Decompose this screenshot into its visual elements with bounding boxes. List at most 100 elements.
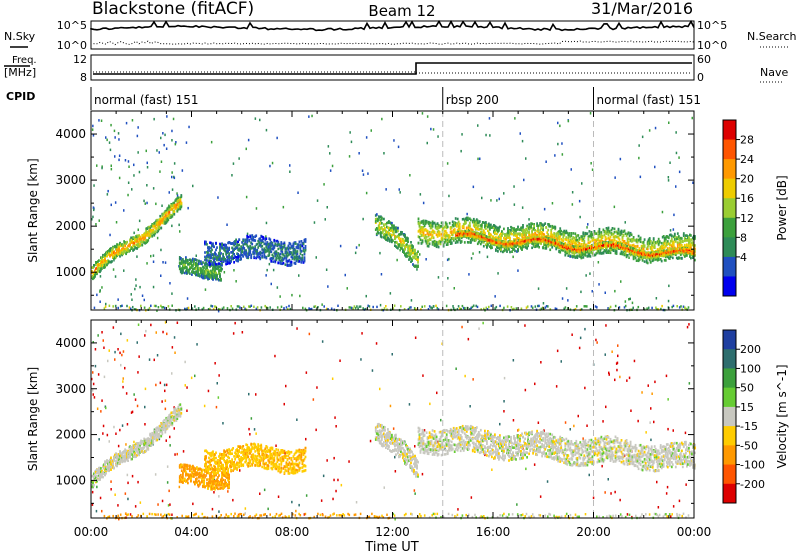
echo-cell bbox=[160, 221, 163, 224]
echo-cell bbox=[430, 226, 433, 229]
nsky-panel: 10^5 10^0 10^5 10^0 bbox=[57, 19, 727, 52]
echo-cell bbox=[443, 225, 446, 229]
echo-cell bbox=[235, 258, 237, 262]
echo-cell bbox=[647, 238, 650, 241]
scatter-cell bbox=[528, 218, 530, 221]
echo-cell bbox=[575, 237, 578, 240]
echo-cell bbox=[224, 247, 226, 250]
echo-cell bbox=[165, 219, 168, 222]
echo-cell bbox=[590, 231, 593, 235]
echo-cell bbox=[204, 262, 206, 266]
echo-cell bbox=[582, 256, 585, 259]
echo-cell bbox=[515, 232, 517, 235]
echo-cell bbox=[525, 237, 528, 240]
echo-cell bbox=[250, 237, 253, 241]
echo-cell bbox=[91, 266, 93, 269]
echo-cell bbox=[638, 248, 641, 251]
echo-cell bbox=[408, 258, 410, 261]
echo-cell bbox=[142, 240, 145, 243]
scatter-cell bbox=[590, 162, 592, 165]
echo-cell bbox=[141, 236, 144, 240]
scatter-cell bbox=[146, 262, 148, 265]
echo-cell bbox=[220, 258, 222, 261]
echo-cell bbox=[104, 253, 106, 257]
echo-cell bbox=[549, 243, 552, 247]
echo-cell bbox=[149, 227, 152, 230]
echo-cell bbox=[574, 250, 577, 254]
echo-cell bbox=[241, 247, 243, 250]
echo-cell bbox=[621, 252, 624, 256]
echo-cell bbox=[685, 234, 687, 237]
scatter-cell bbox=[130, 293, 132, 296]
nave-trace bbox=[93, 71, 692, 74]
scatter-cell bbox=[92, 215, 94, 219]
echo-cell bbox=[604, 250, 607, 253]
echo-cell bbox=[583, 239, 586, 243]
echo-cell bbox=[217, 267, 219, 270]
echo-cell bbox=[294, 256, 297, 259]
echo-cell bbox=[281, 245, 284, 249]
echo-cell bbox=[149, 233, 152, 236]
echo-cell bbox=[149, 229, 152, 232]
scatter-cell bbox=[91, 218, 93, 221]
echo-cell bbox=[467, 237, 470, 240]
echo-cell bbox=[653, 246, 656, 249]
echo-cell bbox=[442, 244, 445, 248]
echo-cell bbox=[194, 263, 196, 266]
echo-cell bbox=[126, 246, 128, 250]
echo-cell bbox=[386, 221, 388, 225]
echo-cell bbox=[607, 231, 610, 234]
echo-cell bbox=[477, 232, 480, 236]
echo-cell bbox=[639, 237, 642, 240]
echo-cell bbox=[448, 235, 451, 239]
echo-cell bbox=[432, 236, 435, 240]
echo-cell bbox=[553, 232, 556, 235]
echo-cell bbox=[402, 237, 404, 241]
scatter-cell bbox=[370, 129, 372, 132]
echo-cell bbox=[643, 260, 646, 263]
echo-cell bbox=[125, 247, 127, 251]
echo-cell bbox=[433, 221, 436, 225]
echo-cell bbox=[169, 214, 172, 217]
scatter-cell bbox=[112, 268, 115, 271]
freq-label: Freq. bbox=[12, 55, 37, 66]
echo-cell bbox=[486, 245, 488, 249]
echo-cell bbox=[503, 236, 505, 240]
echo-cell bbox=[505, 245, 508, 248]
echo-cell bbox=[407, 246, 409, 250]
echo-cell bbox=[437, 245, 440, 249]
echo-cell bbox=[102, 255, 104, 258]
echo-cell bbox=[246, 237, 249, 240]
echo-cell bbox=[282, 242, 285, 246]
echo-cell bbox=[121, 248, 123, 251]
echo-cell bbox=[119, 255, 121, 258]
echo-cell bbox=[637, 234, 640, 238]
scatter-cell bbox=[114, 136, 116, 139]
echo-cell bbox=[546, 235, 549, 238]
scatter-cell bbox=[598, 283, 600, 286]
echo-cell bbox=[257, 239, 260, 243]
echo-cell bbox=[494, 238, 497, 241]
echo-cell bbox=[556, 245, 559, 248]
echo-cell bbox=[496, 239, 499, 242]
echo-cell bbox=[261, 239, 264, 242]
scatter-cell bbox=[232, 162, 235, 165]
echo-cell bbox=[221, 267, 223, 271]
scatter-cell bbox=[204, 288, 207, 291]
echo-cell bbox=[677, 237, 680, 241]
echo-cell bbox=[256, 248, 259, 252]
echo-cell bbox=[198, 272, 200, 276]
echo-cell bbox=[245, 238, 248, 242]
echo-cell bbox=[521, 247, 523, 250]
echo-cell bbox=[473, 237, 476, 240]
echo-cell bbox=[267, 245, 270, 249]
echo-cell bbox=[409, 256, 411, 260]
echo-cell bbox=[417, 235, 420, 238]
echo-cell bbox=[261, 254, 264, 258]
echo-cell bbox=[550, 238, 553, 242]
echo-cell bbox=[542, 224, 544, 228]
echo-cell bbox=[478, 234, 481, 238]
scatter-cell bbox=[168, 191, 170, 194]
echo-cell bbox=[209, 270, 211, 273]
echo-cell bbox=[381, 229, 384, 233]
